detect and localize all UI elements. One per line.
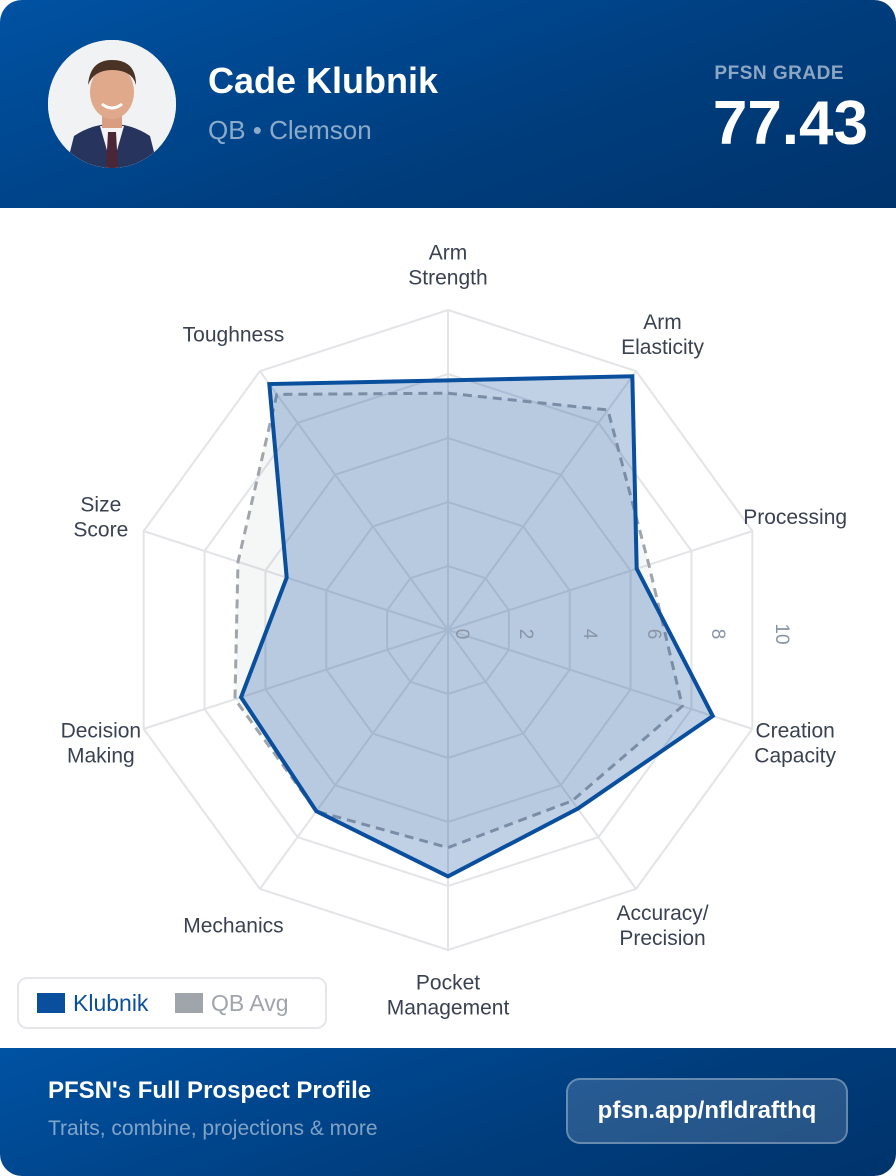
axis-label-line: Pocket — [416, 972, 480, 995]
player-avatar — [48, 40, 176, 168]
axis-label-line: Processing — [743, 506, 847, 529]
axis-label-line: Accuracy/ — [616, 902, 708, 925]
profile-link-button[interactable]: pfsn.app/nfldrafthq — [566, 1078, 848, 1144]
footer-title: PFSN's Full Prospect Profile — [48, 1077, 372, 1104]
grid-spoke — [143, 530, 449, 631]
legend-swatch-player — [37, 992, 65, 1013]
axis-label-line: Size — [80, 494, 121, 517]
tick-label: 10 — [771, 623, 792, 644]
footer: PFSN's Full Prospect Profile Traits, com… — [0, 1048, 896, 1176]
legend-item-player: Klubnik — [37, 979, 148, 1027]
axis-label: Toughness — [183, 324, 285, 347]
grid-spoke — [447, 530, 753, 631]
legend-swatch-avg — [175, 992, 203, 1013]
grid-spoke — [447, 629, 753, 730]
axis-label: Accuracy/Precision — [616, 902, 708, 950]
axis-label-line: Toughness — [183, 324, 285, 347]
header: Cade Klubnik QB • Clemson PFSN GRADE 77.… — [0, 0, 896, 208]
axis-label-line: Strength — [408, 267, 487, 290]
grid-spoke — [447, 629, 637, 890]
series-qb-avg-polygon — [233, 391, 685, 850]
axis-label-line: Precision — [619, 927, 705, 950]
axis-label-line: Capacity — [754, 744, 836, 767]
axis-label: Size Score — [73, 494, 128, 542]
axis-label-line: Arm — [429, 242, 468, 265]
axis-label: Pocket Management — [387, 972, 510, 1020]
footer-subtitle: Traits, combine, projections & more — [48, 1117, 378, 1140]
axis-label: Mechanics — [183, 914, 283, 937]
axis-label-line: Arm — [643, 311, 682, 334]
tick-label: 6 — [643, 629, 664, 640]
radar-ticks: 0 2 4 6 8 10 — [451, 623, 792, 644]
grid-spoke — [259, 629, 449, 890]
legend: Klubnik QB Avg — [17, 977, 327, 1029]
axis-label: Creation Capacity — [754, 719, 836, 767]
axis-label: Arm Elasticity — [621, 311, 704, 359]
axis-label-line: Making — [67, 744, 135, 767]
tick-label: 2 — [515, 629, 536, 640]
tick-label: 8 — [707, 629, 728, 640]
grid-spoke — [259, 370, 449, 631]
grade-label: PFSN GRADE — [714, 63, 844, 84]
axis-label: Decision Making — [61, 719, 142, 767]
axis-label-line: Management — [387, 997, 510, 1020]
axis-label-line: Elasticity — [621, 336, 704, 359]
axis-label: Arm Strength — [408, 242, 487, 290]
legend-label-avg: QB Avg — [211, 990, 289, 1016]
player-name: Cade Klubnik — [208, 60, 439, 101]
radar-series — [233, 374, 716, 879]
grade-value: 77.43 — [712, 89, 868, 158]
radar-grid — [142, 308, 754, 952]
series-player-polygon — [238, 374, 716, 879]
axis-label-line: Creation — [755, 719, 834, 742]
grid-spoke — [143, 629, 449, 730]
axis-label-line: Score — [73, 519, 128, 542]
legend-label-player: Klubnik — [73, 990, 149, 1016]
tick-label: 4 — [579, 629, 600, 640]
legend-item-avg: QB Avg — [175, 979, 289, 1027]
tick-label: 0 — [451, 629, 472, 640]
axis-label-line: Mechanics — [183, 914, 283, 937]
player-subtitle: QB • Clemson — [208, 115, 372, 145]
axis-label-line: Decision — [61, 719, 142, 742]
axis-label: Processing — [743, 506, 847, 529]
grid-spoke — [447, 370, 637, 631]
